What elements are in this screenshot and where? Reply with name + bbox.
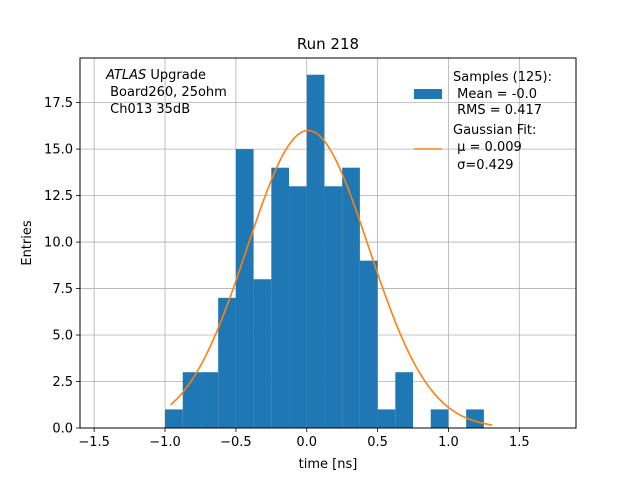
x-tick-label: 1.5 [509, 435, 530, 450]
legend-fit-mu: μ = 0.009 [453, 140, 522, 155]
annotation-upgrade: Upgrade [146, 68, 206, 83]
x-axis-label: time [ns] [299, 457, 358, 472]
annotation-line-1: ATLAS Upgrade [105, 68, 206, 83]
gaussian-fit-curve [170, 129, 493, 426]
chart-title: Run 218 [297, 35, 359, 53]
plot-frame [79, 57, 577, 429]
annotation-line-3: Ch013 35dB [106, 102, 190, 117]
histogram-bar [165, 409, 183, 428]
legend-samples-rms: RMS = 0.417 [453, 103, 542, 118]
histogram-bar [289, 186, 307, 428]
legend-samples-mean: Mean = -0.0 [453, 87, 537, 102]
histogram-bar [342, 167, 360, 428]
histogram-bar [359, 260, 378, 428]
histogram-bar [430, 409, 449, 428]
y-tick-label: 2.5 [52, 375, 73, 390]
y-tick-label: 17.5 [44, 96, 73, 111]
x-tick-label: −1.0 [149, 435, 181, 450]
y-tick-label: 0.0 [52, 422, 73, 437]
histogram-bar [395, 372, 414, 428]
gaussian-fit [170, 129, 493, 426]
x-tick-label: 1.0 [438, 435, 459, 450]
legend: Samples (125): Mean = -0.0 RMS = 0.417 G… [414, 70, 552, 173]
y-axis: 0.0 2.5 5.0 7.5 10.0 12.5 15.0 17.5 [44, 96, 80, 437]
histogram-bar [271, 167, 290, 428]
histogram-bar [200, 372, 219, 428]
y-tick-label: 5.0 [52, 329, 73, 344]
y-axis-label: Entries [20, 220, 35, 266]
annotation-line-2: Board260, 25ohm [106, 85, 227, 100]
histogram-bar [218, 297, 236, 428]
histogram-bars [165, 74, 484, 428]
legend-samples-title: Samples (125): [453, 70, 552, 85]
legend-fit-title: Gaussian Fit: [453, 123, 536, 138]
x-tick-label: 0.0 [296, 435, 317, 450]
histogram-bar [306, 74, 325, 428]
legend-swatch-samples [414, 89, 442, 99]
y-tick-label: 7.5 [52, 282, 73, 297]
annotation-text: ATLAS Upgrade Board260, 25ohm Ch013 35dB [105, 68, 227, 117]
x-tick-label: −1.5 [78, 435, 110, 450]
legend-fit-sigma: σ=0.429 [453, 158, 513, 173]
histogram-bar [235, 149, 254, 428]
histogram-bar [253, 279, 272, 428]
histogram-bar [377, 409, 396, 428]
histogram-bar [466, 409, 484, 428]
y-tick-label: 15.0 [44, 143, 73, 158]
x-axis: −1.5 −1.0 −0.5 0.0 0.5 1.0 1.5 [78, 428, 530, 450]
histogram-bar [324, 186, 343, 428]
y-tick-label: 10.0 [44, 236, 73, 251]
x-tick-label: 0.5 [367, 435, 388, 450]
x-tick-label: −0.5 [220, 435, 252, 450]
atlas-label: ATLAS [105, 68, 146, 83]
y-tick-label: 12.5 [44, 189, 73, 204]
